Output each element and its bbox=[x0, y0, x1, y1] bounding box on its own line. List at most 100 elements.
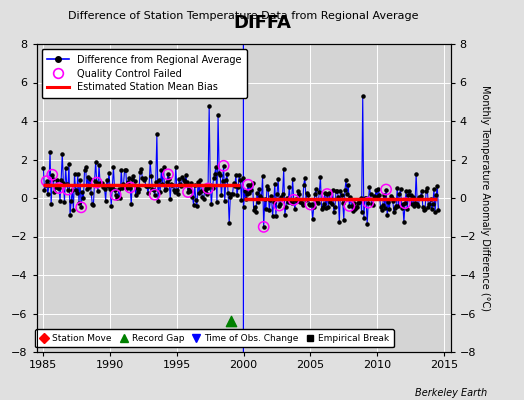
Point bbox=[347, 203, 356, 209]
Point bbox=[420, 207, 428, 213]
Point bbox=[342, 177, 350, 184]
Point bbox=[212, 164, 220, 170]
Point bbox=[115, 186, 123, 192]
Point bbox=[144, 190, 152, 196]
Point bbox=[308, 201, 316, 207]
Point bbox=[75, 200, 83, 206]
Point bbox=[427, 196, 435, 202]
Point bbox=[318, 206, 326, 212]
Point bbox=[263, 183, 271, 190]
Point bbox=[77, 204, 85, 210]
Point bbox=[202, 185, 210, 192]
Point bbox=[270, 181, 279, 187]
Point bbox=[256, 192, 265, 199]
Point bbox=[93, 180, 101, 186]
Point bbox=[188, 194, 196, 200]
Point bbox=[345, 203, 354, 209]
Point bbox=[320, 200, 328, 207]
Point bbox=[48, 172, 57, 178]
Point bbox=[359, 215, 368, 222]
Point bbox=[326, 199, 335, 206]
Point bbox=[116, 195, 124, 201]
Point bbox=[103, 177, 111, 183]
Point bbox=[112, 192, 120, 198]
Point bbox=[323, 191, 331, 197]
Point bbox=[352, 204, 360, 210]
Point bbox=[227, 318, 236, 324]
Point bbox=[40, 187, 49, 194]
Point bbox=[348, 208, 357, 214]
Point bbox=[407, 192, 415, 198]
Point bbox=[350, 200, 358, 206]
Point bbox=[418, 188, 426, 194]
Point bbox=[50, 189, 59, 195]
Point bbox=[372, 187, 380, 194]
Point bbox=[292, 196, 300, 202]
Point bbox=[424, 204, 433, 210]
Point bbox=[96, 180, 104, 186]
Point bbox=[414, 203, 422, 210]
Point bbox=[309, 216, 317, 222]
Point bbox=[383, 212, 391, 218]
Point bbox=[88, 200, 96, 207]
Point bbox=[259, 224, 268, 230]
Point bbox=[148, 186, 157, 192]
Point bbox=[74, 171, 82, 177]
Point bbox=[244, 182, 252, 188]
Point bbox=[362, 195, 370, 201]
Point bbox=[400, 219, 408, 226]
Point bbox=[264, 186, 272, 192]
Point bbox=[85, 184, 93, 190]
Point bbox=[391, 205, 399, 212]
Point bbox=[232, 172, 240, 178]
Point bbox=[94, 188, 102, 194]
Point bbox=[233, 192, 241, 199]
Point bbox=[409, 193, 417, 200]
Point bbox=[183, 179, 191, 186]
Point bbox=[177, 183, 185, 190]
Point bbox=[174, 191, 182, 198]
Point bbox=[235, 172, 244, 178]
Point bbox=[403, 206, 411, 212]
Point bbox=[297, 200, 305, 206]
Point bbox=[39, 164, 48, 171]
Point bbox=[226, 194, 235, 200]
Point bbox=[429, 201, 437, 208]
Point bbox=[310, 204, 318, 210]
Text: DIFFA: DIFFA bbox=[233, 14, 291, 32]
Point bbox=[404, 192, 412, 198]
Point bbox=[61, 165, 70, 171]
Point bbox=[78, 189, 86, 196]
Point bbox=[47, 201, 56, 207]
Point bbox=[79, 195, 88, 202]
Point bbox=[89, 201, 97, 208]
Point bbox=[143, 183, 151, 190]
Point bbox=[365, 184, 374, 191]
Point bbox=[69, 206, 78, 213]
Point bbox=[241, 188, 249, 194]
Point bbox=[377, 206, 386, 213]
Point bbox=[408, 200, 416, 207]
Point bbox=[299, 201, 307, 208]
Point bbox=[401, 200, 409, 206]
Point bbox=[150, 192, 159, 198]
Point bbox=[87, 190, 95, 197]
Point bbox=[187, 180, 195, 186]
Point bbox=[382, 186, 390, 193]
Point bbox=[237, 196, 246, 203]
Point bbox=[67, 198, 75, 204]
Point bbox=[361, 195, 369, 202]
Point bbox=[126, 184, 134, 191]
Point bbox=[196, 177, 204, 184]
Point bbox=[195, 190, 203, 196]
Point bbox=[205, 102, 213, 109]
Point bbox=[168, 182, 177, 188]
Point bbox=[346, 194, 355, 200]
Point bbox=[293, 198, 301, 205]
Point bbox=[385, 206, 394, 212]
Point bbox=[220, 162, 228, 169]
Point bbox=[417, 193, 425, 199]
Point bbox=[398, 205, 406, 211]
Point bbox=[193, 203, 201, 209]
Point bbox=[376, 204, 385, 210]
